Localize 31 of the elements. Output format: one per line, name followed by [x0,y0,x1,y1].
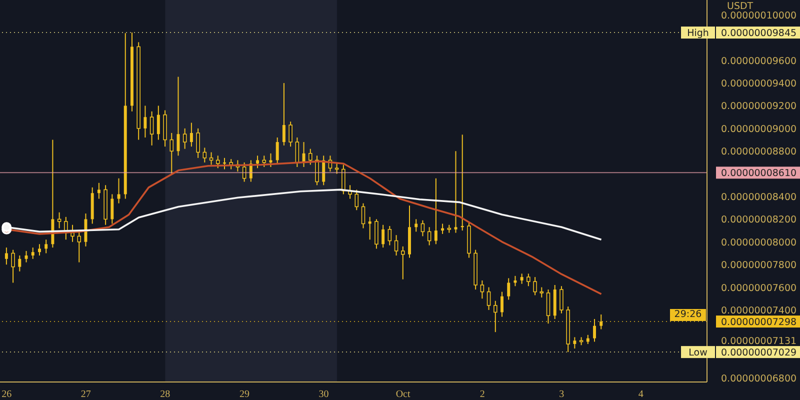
y-tick-label: 0.00000007400 [721,305,797,316]
y-tick-label: 0.00000008610 [721,168,797,180]
x-tick-label: Oct [396,389,410,400]
y-tick-label: 0.00000007029 [721,348,797,359]
x-tick-label: 30 [318,389,329,400]
y-tick-label: 0.00000009400 [721,78,797,90]
y-tick-label: 0.00000009000 [721,124,797,135]
x-tick-label: 4 [638,389,644,400]
ref-line-label: Low [688,348,708,359]
y-tick-label: 0.00000009600 [721,56,797,67]
y-tick-label: 0.00000008000 [721,237,797,248]
y-tick-label: 0.00000008400 [721,192,797,204]
x-tick-label: 2 [480,389,485,400]
y-tick-label: 0.00000008200 [721,214,797,226]
x-tick-label: 26 [2,389,12,400]
y-axis-title: USDT [727,1,754,12]
y-tick-label: 0.00000006800 [721,374,797,385]
x-tick-label: 3 [559,389,564,400]
y-tick-label: 0.00000007800 [721,260,797,272]
y-tick-label: 0.00000010000 [721,10,797,22]
y-tick-label: 0.00000007600 [721,282,797,294]
y-tick-label: 0.00000009845 [721,28,797,40]
y-tick-label: 0.00000008800 [721,146,797,158]
annotation: 29:26 [670,309,706,321]
x-tick-label: 27 [80,389,91,400]
y-tick-label: 0.00000007131 [721,336,797,347]
y-tick-label: 0.00000009200 [721,101,797,112]
ref-line-label: High [687,28,709,40]
x-tick-label: 28 [160,389,170,400]
y-tick-label: 0.00000007298 [721,317,797,328]
x-tick-label: 29 [239,389,250,400]
